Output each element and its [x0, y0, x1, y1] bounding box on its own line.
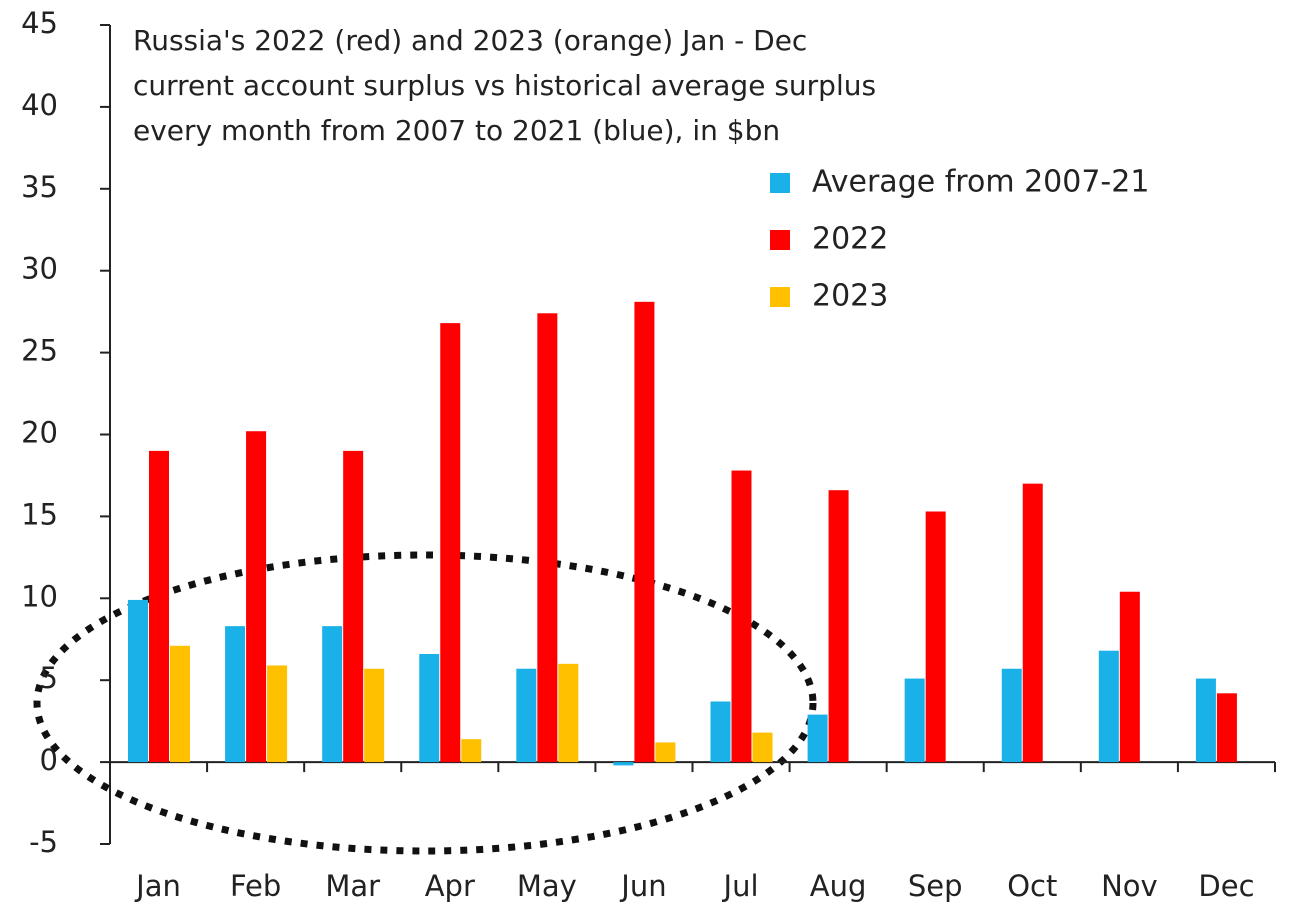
bar: [440, 323, 461, 763]
bar: [752, 732, 773, 763]
x-tick-label: Oct: [1007, 869, 1057, 903]
bar: [807, 714, 828, 763]
bar: [828, 490, 849, 763]
x-tick-label: Aug: [810, 869, 867, 903]
bar: [516, 668, 537, 763]
bar: [558, 663, 579, 763]
y-tick-label: 25: [21, 334, 58, 368]
bar: [1098, 650, 1119, 763]
bar: [322, 626, 343, 763]
legend-label: Average from 2007-21: [812, 165, 1149, 200]
bar: [634, 301, 655, 763]
legend-label: 2022: [812, 222, 888, 257]
y-tick-label: 20: [21, 416, 58, 450]
x-tick-label: Nov: [1101, 869, 1158, 903]
bar: [537, 313, 558, 763]
legend-swatch: [770, 287, 790, 307]
title-line: every month from 2007 to 2021 (blue), in…: [133, 114, 780, 147]
legend-label: 2023: [812, 279, 888, 314]
legend-swatch: [770, 230, 790, 250]
bar: [170, 645, 190, 763]
bar: [925, 511, 946, 763]
x-tick-label: May: [517, 869, 577, 903]
bar: [225, 626, 246, 763]
bar: [149, 450, 169, 763]
legend-swatch: [770, 173, 790, 193]
bar: [655, 742, 676, 763]
bar: [128, 599, 148, 763]
x-tick-label: Jul: [722, 869, 759, 903]
y-tick-label: 40: [21, 88, 58, 122]
bar: [710, 701, 731, 763]
bar: [731, 470, 752, 763]
bar: [364, 668, 385, 763]
bar: [613, 762, 634, 766]
bar: [904, 678, 925, 763]
y-tick-label: 5: [40, 661, 58, 695]
y-tick-label: 10: [21, 579, 58, 613]
x-tick-label: Feb: [230, 869, 281, 903]
bar: [1022, 483, 1043, 763]
bar: [1119, 591, 1140, 763]
bar: [1216, 693, 1237, 763]
y-tick-label: 35: [21, 170, 58, 204]
bar: [1001, 668, 1022, 763]
y-tick-label: 0: [40, 743, 58, 777]
title-line: current account surplus vs historical av…: [133, 69, 876, 102]
bar: [419, 653, 440, 763]
x-tick-label: Jan: [134, 869, 181, 903]
x-tick-label: Sep: [908, 869, 963, 903]
bar: [343, 450, 364, 763]
y-tick-label: 30: [21, 252, 58, 286]
y-tick-label: 15: [21, 497, 58, 531]
y-tick-label: 45: [21, 6, 58, 40]
x-tick-label: Mar: [325, 869, 380, 903]
bar: [246, 431, 267, 763]
highlight-ellipse: [33, 551, 817, 855]
x-tick-label: Dec: [1198, 869, 1254, 903]
title: Russia's 2022 (red) and 2023 (orange) Ja…: [133, 24, 876, 147]
bar: [461, 739, 482, 763]
bar: [1195, 678, 1216, 763]
y-tick-label: -5: [29, 825, 58, 859]
x-tick-label: Apr: [425, 869, 475, 903]
title-line: Russia's 2022 (red) and 2023 (orange) Ja…: [133, 24, 807, 57]
x-tick-label: Jun: [619, 869, 666, 903]
bar: [267, 665, 288, 763]
